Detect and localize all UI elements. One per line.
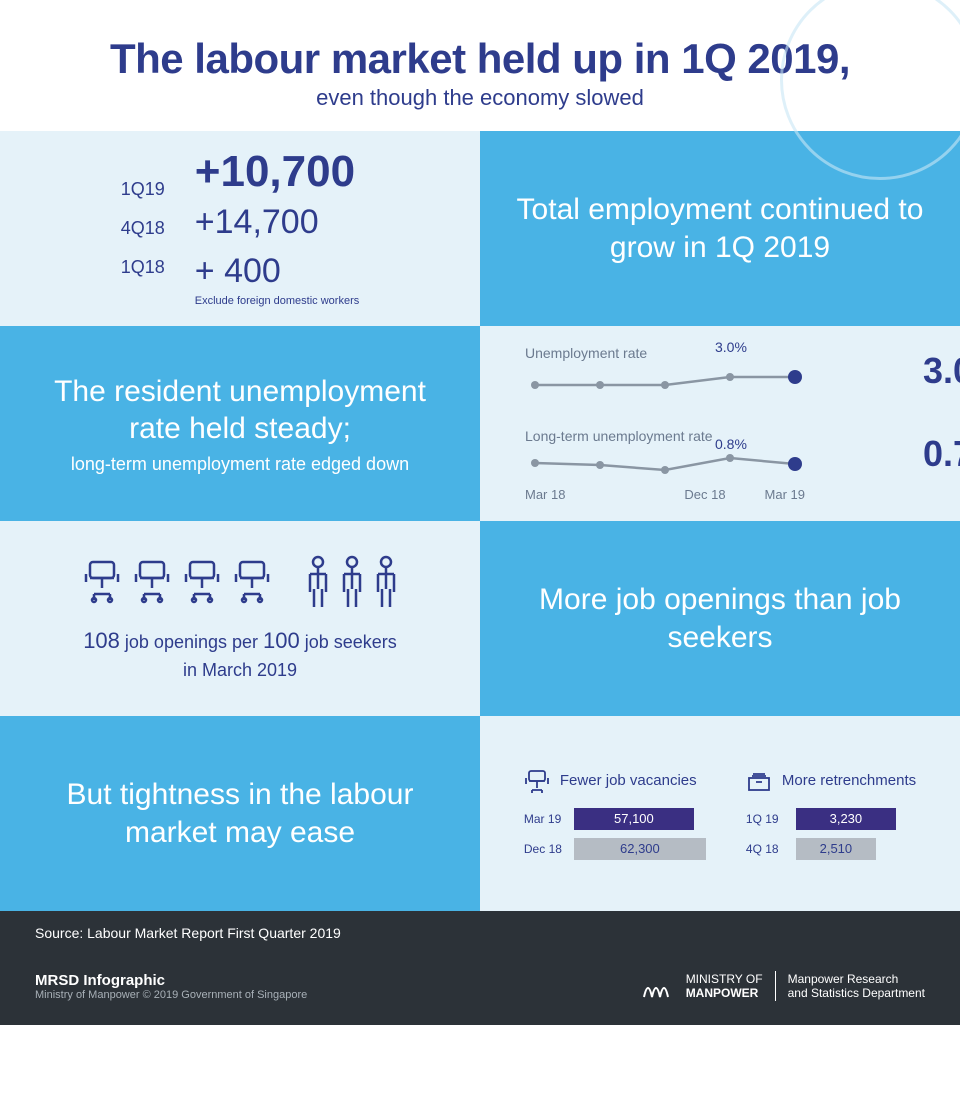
x-mar18: Mar 18 [525,487,565,502]
ltur-final: 0.7% [923,433,960,475]
unemployment-chart-cell: Unemployment rate 3.0% 3.0% Long-term un… [480,326,960,521]
vacancies-title: Fewer job vacancies [560,772,697,789]
chair-small-icon [524,768,550,794]
employment-data-cell: 1Q19 4Q18 1Q18 +10,700 +14,700 + 400 Exc… [0,131,480,326]
employment-note: Exclude foreign domestic workers [195,295,359,307]
openings-date: in March 2019 [183,660,297,680]
vacancies-row-0: Mar 19 57,100 [524,808,706,830]
person-icon [372,554,400,610]
lt-unemployment-chart: Long-term unemployment rate 0.8% 0.7% Ma… [525,428,915,502]
mom-logo: MINISTRY OF MANPOWER Manpower Research a… [640,969,925,1003]
retrench-row-0: 1Q 19 3,230 [746,808,916,830]
unemployment-callout-cell: The resident unemployment rate held stea… [0,326,480,521]
tray-icon [746,768,772,794]
header: The labour market held up in 1Q 2019, ev… [0,0,960,131]
chair-icon [230,554,274,604]
dept-line1: Manpower Research [788,972,925,986]
person-icon [304,554,332,610]
chair-icon [130,554,174,604]
unemployment-rate-chart: Unemployment rate 3.0% 3.0% [525,345,915,400]
ur-dec-label: 3.0% [715,339,747,355]
period-1q19: 1Q19 [121,179,165,200]
period-1q18: 1Q18 [121,257,165,278]
source-footer: Source: Labour Market Report First Quart… [0,911,960,955]
source-text: Source: Labour Market Report First Quart… [35,925,341,941]
retrench-title: More retrenchments [782,772,916,789]
row-employment: 1Q19 4Q18 1Q18 +10,700 +14,700 + 400 Exc… [0,131,960,326]
mrsd-sub: Ministry of Manpower © 2019 Government o… [35,989,307,1001]
tightness-callout-cell: But tightness in the labour market may e… [0,716,480,911]
manpower-icon [640,969,674,1003]
openings-100: 100 [263,628,300,653]
mom-line1: MINISTRY OF [686,972,763,986]
retrench-row-1: 4Q 18 2,510 [746,838,916,860]
openings-callout-cell: More job openings than job seekers [480,521,960,716]
dept-line2: and Statistics Department [788,986,925,1000]
openings-data-cell: 108 job openings per 100 job seekers in … [0,521,480,716]
ur-final: 3.0% [923,350,960,392]
row-openings: 108 job openings per 100 job seekers in … [0,521,960,716]
employment-periods: 1Q19 4Q18 1Q18 [121,179,165,278]
ltur-line-icon [525,448,805,478]
ltur-dec-label: 0.8% [715,436,747,452]
openings-icons [35,554,445,610]
divider [775,971,776,1001]
tightness-callout: But tightness in the labour market may e… [35,776,445,851]
mom-line2: MANPOWER [686,986,763,1000]
employment-values: +10,700 +14,700 + 400 Exclude foreign do… [195,150,359,308]
x-mar19: Mar 19 [765,487,805,502]
retrench-group: More retrenchments 1Q 19 3,230 4Q 18 2,5… [746,768,916,860]
unemployment-callout-sub: long-term unemployment rate edged down [35,454,445,475]
employment-callout: Total employment continued to grow in 1Q… [515,191,925,266]
value-4q18: +14,700 [195,202,319,243]
row-tightness: But tightness in the labour market may e… [0,716,960,911]
chair-icon [80,554,124,604]
value-1q18: + 400 [195,251,281,292]
row-unemployment: The resident unemployment rate held stea… [0,326,960,521]
tightness-bars-cell: Fewer job vacancies Mar 19 57,100 Dec 18… [480,716,960,911]
openings-text: 108 job openings per 100 job seekers in … [35,624,445,684]
bottom-footer: MRSD Infographic Ministry of Manpower © … [0,955,960,1025]
period-4q18: 4Q18 [121,218,165,239]
x-axis-labels: Mar 18 Dec 18 Mar 19 [525,487,805,502]
x-dec18: Dec 18 [684,487,725,502]
value-1q19: +10,700 [195,150,355,194]
openings-108: 108 [83,628,120,653]
unemployment-callout-main: The resident unemployment rate held stea… [35,373,445,448]
vacancies-row-1: Dec 18 62,300 [524,838,706,860]
vacancies-group: Fewer job vacancies Mar 19 57,100 Dec 18… [524,768,706,860]
mrsd-title: MRSD Infographic [35,972,307,989]
openings-callout: More job openings than job seekers [515,581,925,656]
person-icon [338,554,366,610]
chair-icon [180,554,224,604]
ur-line-icon [525,365,805,395]
